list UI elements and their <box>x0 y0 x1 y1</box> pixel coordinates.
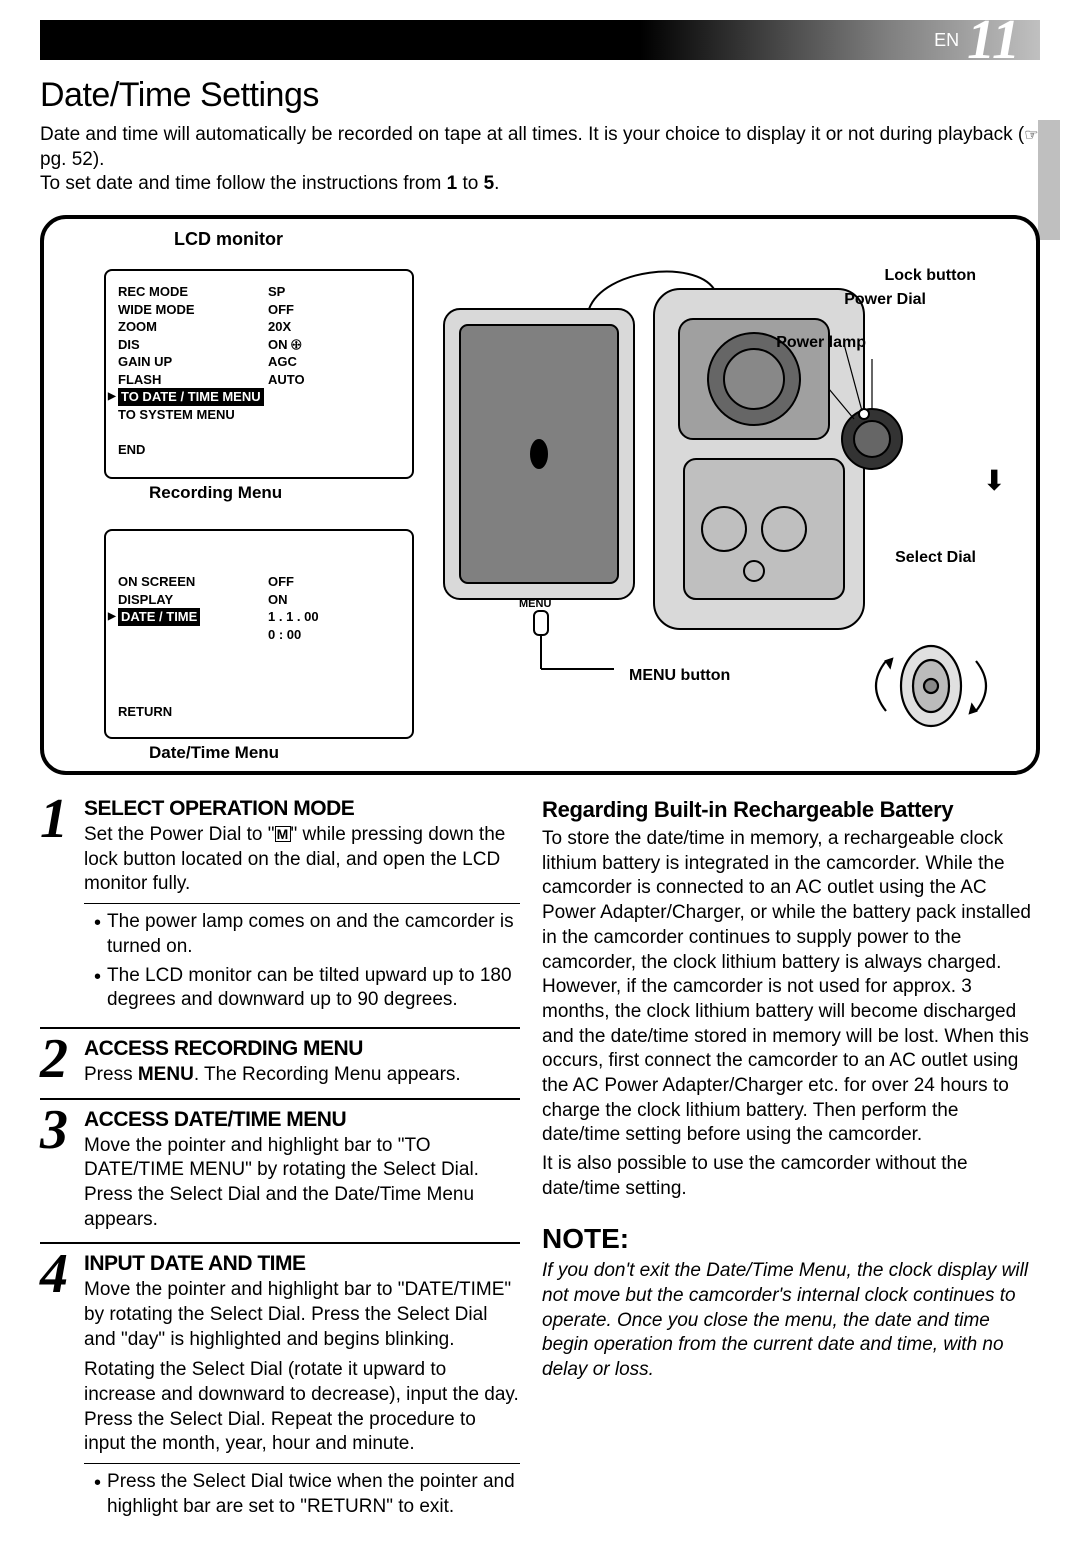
step-1-body: Set the Power Dial to "M" while pressing… <box>84 823 520 897</box>
battery-title: Regarding Built-in Rechargeable Battery <box>542 797 1040 823</box>
step-1: 1 SELECT OPERATION MODE Set the Power Di… <box>40 797 520 1029</box>
recording-menu-label: Recording Menu <box>149 483 282 503</box>
select-dial-illustration <box>866 631 996 741</box>
note-body: If you don't exit the Date/Time Menu, th… <box>542 1259 1040 1382</box>
battery-p2: It is also possible to use the camcorder… <box>542 1152 1040 1201</box>
power-dial-callout: Power Dial <box>844 291 926 309</box>
page-header: EN 11 <box>40 20 1040 60</box>
down-arrow-icon: ⬇ <box>983 464 1006 497</box>
step-2-body: Press MENU. The Recording Menu appears. <box>84 1063 520 1088</box>
m-mode-icon: M <box>275 826 291 842</box>
steps-column: 1 SELECT OPERATION MODE Set the Power Di… <box>40 797 520 1523</box>
highlighted-menu-item: TO DATE / TIME MENU <box>118 388 264 406</box>
lang-label: EN <box>934 30 959 51</box>
recording-menu-box: REC MODESP WIDE MODEOFF ZOOM20X DISON 🕀 … <box>104 269 414 479</box>
step-4-body: Move the pointer and highlight bar to "D… <box>84 1278 520 1352</box>
camera-diagram: LCD monitor REC MODESP WIDE MODEOFF ZOOM… <box>40 215 1040 775</box>
page-title: Date/Time Settings <box>40 76 1040 115</box>
step-4: 4 INPUT DATE AND TIME Move the pointer a… <box>40 1252 520 1523</box>
step-3-body: Move the pointer and highlight bar to "T… <box>84 1134 520 1233</box>
step-4-title: INPUT DATE AND TIME <box>84 1252 520 1276</box>
select-dial-callout: Select Dial <box>895 549 976 567</box>
step-2-title: ACCESS RECORDING MENU <box>84 1037 520 1061</box>
page-number: 11 <box>967 12 1020 68</box>
note-title: NOTE: <box>542 1223 1040 1255</box>
menu-word: MENU <box>519 598 551 610</box>
gray-side-tab <box>1038 120 1060 240</box>
page-ref-icon <box>1024 124 1038 145</box>
menu-button-callout: MENU button <box>629 667 730 685</box>
lock-button-callout: Lock button <box>884 267 976 285</box>
step-3-title: ACCESS DATE/TIME MENU <box>84 1108 520 1132</box>
datetime-menu-box: ON SCREENOFF DISPLAYON DATE / TIME1 . 1 … <box>104 529 414 739</box>
power-lamp-callout: Power lamp <box>776 334 866 352</box>
step-3: 3 ACCESS DATE/TIME MENU Move the pointer… <box>40 1108 520 1245</box>
camera-illustration: MENU <box>424 249 904 689</box>
battery-p1: To store the date/time in memory, a rech… <box>542 827 1040 1148</box>
datetime-menu-label: Date/Time Menu <box>149 743 279 763</box>
step-1-title: SELECT OPERATION MODE <box>84 797 520 821</box>
intro-text: Date and time will automatically be reco… <box>40 123 1040 197</box>
right-column: Regarding Built-in Rechargeable Battery … <box>542 797 1040 1523</box>
step-2: 2 ACCESS RECORDING MENU Press MENU. The … <box>40 1037 520 1100</box>
step-4-body2: Rotating the Select Dial (rotate it upwa… <box>84 1358 520 1457</box>
lcd-monitor-label: LCD monitor <box>174 229 283 250</box>
